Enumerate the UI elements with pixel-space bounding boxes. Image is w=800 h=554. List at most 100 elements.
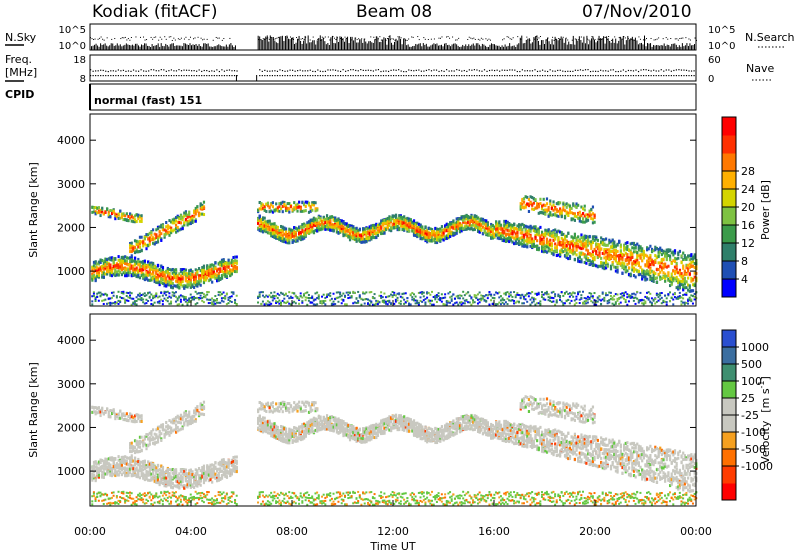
nave-dot (600, 69, 602, 71)
noise-search-dot (324, 36, 326, 38)
nave-dot (221, 69, 223, 71)
noise-search-dot (100, 36, 102, 38)
power-cell (455, 295, 458, 298)
noise-search-dot (361, 38, 363, 40)
freq-dot (564, 75, 566, 77)
power-cell (284, 292, 287, 295)
power-cell (206, 291, 209, 294)
power-cell (124, 301, 127, 304)
power-cell (536, 239, 539, 243)
power-cell (371, 223, 375, 227)
power-cell (357, 237, 360, 241)
power-cell (129, 212, 132, 216)
power-cell (153, 296, 156, 299)
noise-search-dot (473, 37, 475, 39)
noise-search-dot (323, 37, 325, 39)
power-cell (504, 227, 508, 231)
power-cell (145, 294, 148, 297)
power-cell (447, 225, 450, 229)
power-cell (447, 228, 450, 232)
power-cell (345, 233, 348, 237)
power-cell (209, 278, 212, 282)
nave-dot (466, 70, 468, 73)
noise-search-dot (447, 36, 449, 38)
power-cell (294, 207, 297, 211)
freq-dot (597, 75, 599, 77)
power-cell (347, 223, 350, 227)
power-cell (270, 291, 273, 294)
freq-dot (352, 75, 354, 77)
power-cell (222, 265, 225, 269)
power-cell (91, 275, 94, 279)
power-cell (222, 296, 225, 299)
power-cell (522, 206, 526, 210)
power-cell (406, 300, 409, 303)
power-cell (458, 227, 462, 231)
power-cell (193, 274, 196, 278)
power-cell (232, 291, 235, 294)
power-cell (360, 236, 363, 240)
freq-dot (198, 75, 200, 77)
nave-dot (143, 70, 145, 72)
power-cell (368, 225, 371, 229)
power-cell (386, 220, 389, 224)
power-cell (102, 267, 105, 271)
nave-dot (355, 69, 357, 72)
power-cell (521, 228, 524, 232)
power-cell (271, 222, 274, 226)
noise-search-dot (144, 39, 146, 41)
power-cell (431, 228, 434, 232)
power-cell (301, 209, 304, 213)
power-cell (376, 233, 380, 237)
power-cell (133, 271, 137, 275)
power-cell (473, 301, 476, 304)
power-cell (184, 279, 188, 283)
freq-dot (276, 75, 279, 77)
power-cell (120, 255, 124, 259)
power-cell (278, 229, 281, 233)
power-cell (201, 299, 204, 302)
freq-dot (211, 75, 213, 77)
nave-dot (160, 69, 162, 71)
noise-search-dot (336, 37, 338, 39)
power-cell (173, 268, 176, 272)
power-cell (447, 223, 450, 227)
power-cell (125, 256, 128, 260)
power-cell (148, 269, 151, 273)
power-cell (96, 269, 99, 273)
nave-dot (645, 69, 647, 71)
power-cell (444, 303, 447, 306)
power-cell (304, 233, 307, 237)
power-cell (376, 230, 380, 234)
power-cell (319, 300, 322, 303)
power-cell (207, 279, 210, 283)
power-cell (225, 261, 229, 265)
freq-dot (595, 75, 597, 77)
power-cell (537, 227, 540, 231)
power-cell (403, 227, 406, 231)
power-cell (537, 233, 540, 237)
power-cell (171, 276, 174, 280)
power-cell (437, 239, 440, 243)
power-cell (265, 222, 268, 226)
power-cell (444, 237, 447, 241)
power-cell (325, 223, 329, 227)
power-cell (110, 266, 114, 270)
power-cell (360, 234, 363, 238)
power-cell (332, 216, 335, 220)
nave-dot (173, 70, 175, 72)
power-cell (432, 303, 435, 306)
power-cell (168, 233, 171, 237)
power-cell (119, 296, 122, 299)
power-cell (321, 220, 324, 224)
power-cell (257, 217, 260, 221)
power-cell (275, 294, 278, 297)
power-cell (486, 223, 490, 227)
power-cell (148, 271, 151, 275)
power-cell (270, 203, 273, 207)
freq-dot (516, 75, 518, 77)
power-cell (104, 210, 107, 214)
noise-search-dot (189, 36, 191, 38)
power-cell (135, 242, 138, 246)
